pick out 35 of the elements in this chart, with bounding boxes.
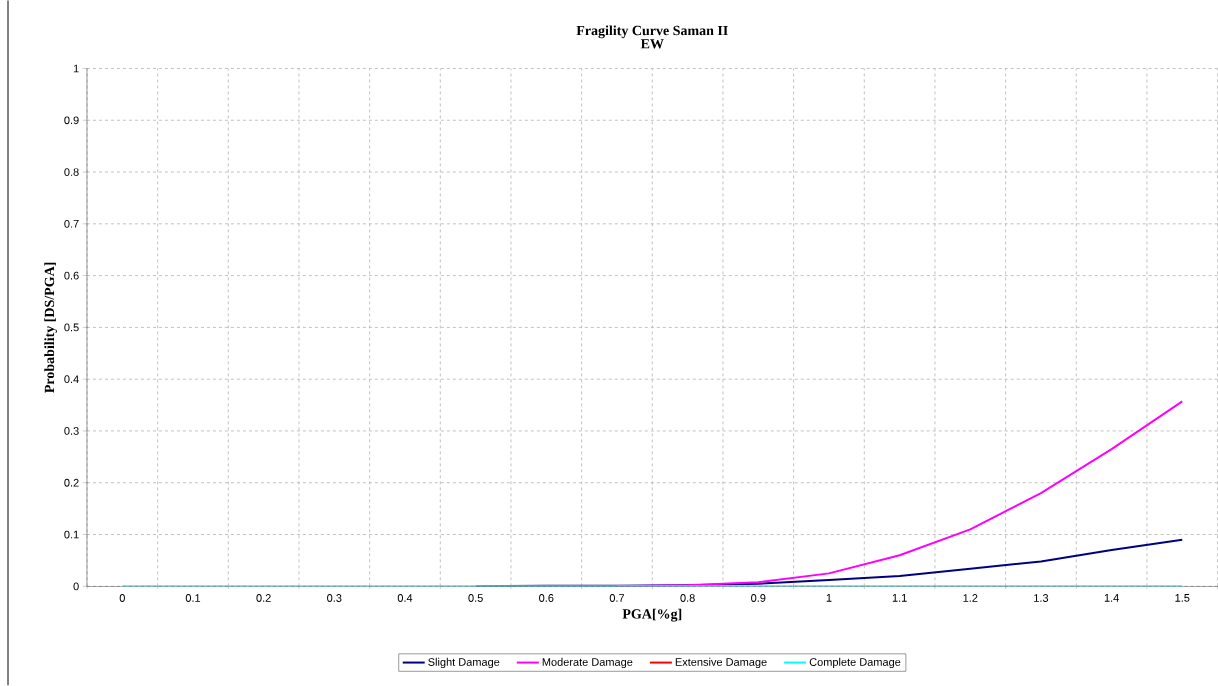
x-tick-label: 0.4 <box>397 594 413 603</box>
x-tick-label: 0.5 <box>468 594 483 603</box>
x-tick-label: 0.2 <box>256 594 271 603</box>
y-tick-label: 0.7 <box>64 220 79 228</box>
x-tick-label: 1.1 <box>892 594 907 602</box>
x-axis-title: PGA[%g] <box>622 608 682 622</box>
x-tick-label: 0.9 <box>751 594 766 603</box>
y-tick-label: 0.9 <box>64 116 79 125</box>
y-tick-label: 1 <box>73 64 79 73</box>
y-tick-label: 0 <box>73 582 79 591</box>
y-tick-label: 0.6 <box>64 271 79 280</box>
x-tick-label: 0.3 <box>327 594 342 603</box>
legend-label: Moderate Damage <box>542 657 633 669</box>
y-tick-label: 0.5 <box>64 323 79 332</box>
y-axis-title: Probability [DS/PGA] <box>44 262 58 394</box>
x-tick-label: 0.8 <box>680 594 695 603</box>
chart-title: Fragility Curve Saman II <box>576 25 728 39</box>
x-tick-label: 0.7 <box>609 594 625 603</box>
legend-label: Complete Damage <box>809 657 901 669</box>
x-tick-label: 1.5 <box>1175 594 1190 602</box>
x-tick-label: 0 <box>119 594 125 603</box>
y-tick-label: 0.8 <box>64 168 79 177</box>
x-tick-label: 0.1 <box>185 594 201 603</box>
x-tick-label: 1 <box>826 594 832 602</box>
y-tick-label: 0.2 <box>64 478 79 487</box>
chart-subtitle: EW <box>640 39 664 49</box>
x-tick-label: 1.3 <box>1034 594 1049 603</box>
x-tick-label: 0.6 <box>539 594 554 603</box>
x-tick-label: 1.2 <box>963 594 978 602</box>
y-tick-label: 0.3 <box>64 427 79 435</box>
legend-label: Extensive Damage <box>675 657 767 669</box>
legend-label: Slight Damage <box>428 657 500 669</box>
x-tick-label: 1.4 <box>1104 594 1119 602</box>
y-tick-label: 0.1 <box>64 530 79 539</box>
y-tick-label: 0.4 <box>64 375 79 384</box>
